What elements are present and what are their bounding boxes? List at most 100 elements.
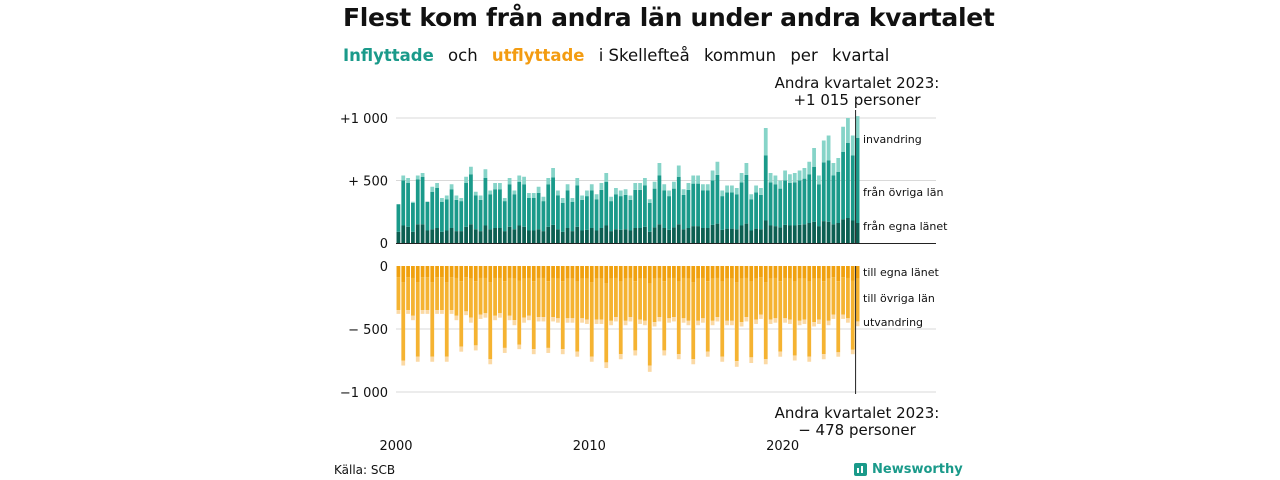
bar-in-invandring (710, 170, 715, 181)
bar-ut-ovriga (541, 277, 546, 318)
bar-ut-utvandring (473, 345, 478, 351)
series-label-till-ovriga: till övriga län (863, 292, 935, 305)
bar-in-egna (662, 228, 667, 243)
bar-in-ovriga (599, 189, 604, 228)
bar-ut-utvandring (720, 356, 725, 362)
bar-in-egna (623, 229, 628, 243)
bar-ut-egna (705, 266, 710, 282)
bar-in-invandring (536, 186, 541, 193)
bar-ut-ovriga (401, 282, 406, 361)
bar-ut-egna (715, 266, 720, 278)
bar-in-ovriga (425, 201, 430, 231)
bar-in-egna (580, 230, 584, 243)
bar-ut-ovriga (473, 281, 478, 346)
bar-ut-utvandring (821, 354, 826, 360)
bar-ut-utvandring (551, 317, 555, 322)
bar-ut-utvandring (768, 319, 773, 324)
bar-ut-utvandring (638, 319, 642, 324)
bar-ut-ovriga (628, 277, 633, 318)
bar-in-egna (488, 229, 493, 243)
bar-in-invandring (604, 173, 609, 182)
x-tick-label: 2010 (573, 439, 606, 454)
bar-in-ovriga (473, 195, 478, 230)
bar-in-invandring (493, 183, 497, 190)
bar-ut-egna (594, 266, 599, 279)
bar-ut-utvandring (676, 354, 681, 360)
bar-in-invandring (623, 189, 628, 195)
series-label-till-egna: till egna länet (863, 266, 939, 279)
bar-ut-ovriga (802, 278, 807, 320)
bar-in-invandring (686, 183, 691, 190)
bar-in-invandring (846, 118, 850, 143)
bar-ut-ovriga (744, 277, 749, 318)
bar-ut-ovriga (435, 277, 439, 311)
bar-in-ovriga (493, 189, 497, 228)
bar-ut-ovriga (585, 278, 589, 320)
bar-in-egna (768, 225, 773, 243)
bar-ut-ovriga (788, 278, 792, 320)
bar-ut-ovriga (701, 277, 705, 319)
bar-in-ovriga (575, 185, 580, 227)
annotation-top-line1: Andra kvartalet 2023: (774, 74, 940, 92)
bar-ut-ovriga (502, 281, 507, 348)
bar-ut-ovriga (531, 281, 536, 350)
bar-ut-egna (604, 266, 609, 284)
subtitle-inflyttade: Inflyttade (343, 46, 434, 65)
bar-ut-egna (396, 266, 401, 278)
bar-in-invandring (705, 184, 710, 191)
bar-in-ovriga (725, 192, 729, 229)
bar-in-invandring (541, 196, 546, 202)
bar-ut-utvandring (657, 317, 662, 322)
bar-in-ovriga (802, 178, 807, 225)
bar-in-ovriga (546, 184, 551, 227)
bar-in-egna (744, 223, 749, 243)
bar-ut-utvandring (773, 318, 778, 323)
bar-ut-ovriga (783, 277, 787, 319)
bar-in-ovriga (565, 190, 570, 228)
bar-ut-utvandring (754, 319, 758, 324)
bar-ut-ovriga (841, 277, 845, 315)
bar-in-invandring (459, 198, 464, 202)
bar-in-egna (430, 229, 435, 243)
bar-ut-ovriga (425, 277, 430, 311)
bar-in-egna (652, 227, 657, 243)
bar-ut-utvandring (831, 314, 836, 319)
bar-ut-ovriga (710, 278, 715, 321)
bar-ut-utvandring (705, 351, 710, 357)
bar-in-invandring (594, 194, 599, 200)
bar-ut-egna (527, 266, 531, 278)
bar-in-egna (401, 225, 406, 243)
bar-in-ovriga (759, 194, 763, 230)
bar-in-invandring (696, 175, 700, 184)
bar-in-egna (594, 230, 599, 243)
bar-in-egna (531, 230, 536, 243)
bar-in-invandring (517, 175, 522, 182)
bar-in-invandring (406, 178, 410, 183)
bar-ut-ovriga (522, 278, 526, 318)
bar-in-ovriga (788, 183, 792, 226)
bar-ut-egna (739, 266, 744, 279)
bar-ut-utvandring (686, 320, 691, 326)
bar-in-egna (459, 231, 464, 243)
bar-in-ovriga (672, 188, 676, 228)
bar-in-egna (826, 221, 831, 243)
bar-ut-egna (652, 266, 657, 279)
bar-in-invandring (585, 190, 589, 197)
bar-ut-egna (643, 266, 647, 279)
bar-in-egna (754, 228, 758, 243)
bar-ut-utvandring (585, 319, 589, 324)
bar-in-egna (817, 226, 821, 243)
bar-ut-egna (401, 266, 406, 283)
bar-in-ovriga (836, 171, 841, 223)
bar-in-egna (797, 224, 802, 243)
bar-ut-egna (454, 266, 459, 278)
bar-ut-utvandring (570, 318, 575, 323)
bar-in-egna (604, 225, 609, 243)
bar-in-ovriga (797, 180, 802, 225)
bar-ut-egna (614, 266, 618, 278)
bar-in-ovriga (440, 201, 444, 232)
bar-ut-egna (710, 266, 715, 279)
bar-in-ovriga (517, 181, 522, 226)
bar-in-invandring (531, 193, 536, 198)
bar-ut-ovriga (817, 278, 821, 320)
